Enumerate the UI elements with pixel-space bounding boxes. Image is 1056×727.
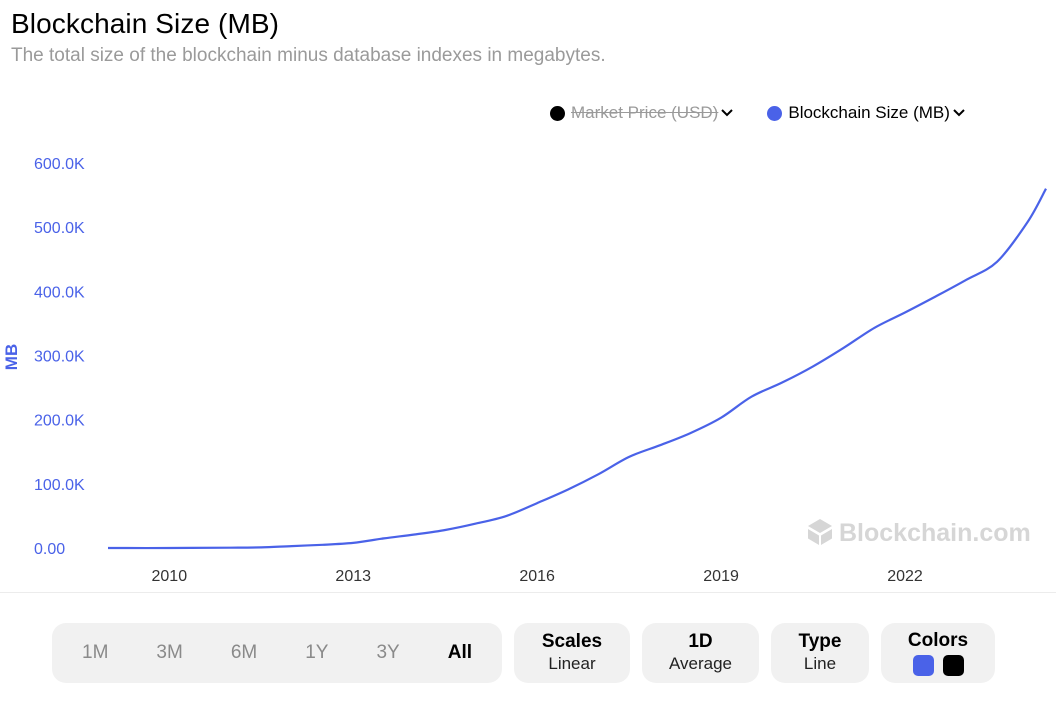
- y-axis-label: MB: [2, 344, 21, 370]
- color-swatches: [912, 655, 964, 676]
- chart-controls: 1M 3M 6M 1Y 3Y All Scales Linear 1D Average T…: [52, 623, 995, 683]
- x-tick-label: 2019: [703, 568, 739, 585]
- chevron-down-icon[interactable]: [951, 105, 967, 121]
- legend-label: Market Price (USD): [571, 103, 719, 122]
- type-button[interactable]: Type Line: [771, 623, 869, 683]
- series-line-blockchain-size[interactable]: [107, 188, 1047, 550]
- average-value: Average: [668, 654, 732, 673]
- legend-label: Blockchain Size (MB): [788, 103, 950, 122]
- y-axis: 0.00 100.0K 200.0K 300.0K 400.0K 500.0K 600.0K: [34, 156, 85, 558]
- x-tick-label: 2016: [519, 568, 555, 585]
- average-title: 1D: [688, 631, 713, 652]
- chart-subtitle: The total size of the blockchain minus d…: [11, 45, 606, 66]
- y-tick-label: 100.0K: [34, 477, 85, 494]
- range-1m-button[interactable]: 1M: [82, 642, 109, 663]
- y-tick-label: 300.0K: [34, 349, 85, 366]
- chart-area: 0.00 100.0K 200.0K 300.0K 400.0K 500.0K 600.0K…: [2, 156, 1047, 585]
- legend-item-blockchain-size[interactable]: Blockchain Size (MB): [767, 103, 967, 123]
- watermark-text: Blockchain.com: [839, 519, 1031, 547]
- series-group: [107, 188, 1047, 550]
- color-swatch-secondary[interactable]: [942, 655, 964, 676]
- scales-title: Scales: [541, 631, 603, 652]
- type-value: Line: [803, 654, 837, 673]
- range-all-button[interactable]: All: [447, 642, 472, 663]
- scales-button[interactable]: Scales Linear: [514, 623, 630, 683]
- x-tick-label: 2013: [335, 568, 371, 585]
- legend: Market Price (USD) Blockchain Size (MB): [550, 103, 967, 123]
- scales-value: Linear: [548, 654, 596, 673]
- legend-dot-icon: [767, 105, 783, 121]
- y-tick-label: 400.0K: [34, 284, 85, 301]
- watermark: Blockchain.com: [808, 519, 1031, 547]
- colors-button[interactable]: Colors: [881, 623, 995, 683]
- y-tick-label: 600.0K: [34, 156, 85, 173]
- average-button[interactable]: 1D Average: [642, 623, 759, 683]
- legend-dot-icon: [550, 105, 565, 121]
- x-tick-label: 2010: [152, 568, 188, 585]
- x-axis: 2010 2013 2016 2019 2022: [152, 568, 923, 585]
- y-tick-label: 200.0K: [34, 413, 85, 430]
- range-1y-button[interactable]: 1Y: [305, 642, 329, 663]
- color-swatch-primary[interactable]: [912, 655, 934, 676]
- range-3m-button[interactable]: 3M: [156, 642, 183, 663]
- legend-item-market-price[interactable]: Market Price (USD): [550, 103, 735, 123]
- x-tick-label: 2022: [887, 568, 923, 585]
- colors-title: Colors: [907, 630, 969, 651]
- y-tick-label: 0.00: [34, 541, 65, 558]
- chart-title: Blockchain Size (MB): [11, 8, 280, 39]
- range-3y-button[interactable]: 3Y: [376, 642, 400, 663]
- blockchain-logo-icon: [808, 519, 832, 545]
- divider: [0, 592, 1056, 593]
- type-title: Type: [798, 631, 842, 652]
- range-6m-button[interactable]: 6M: [230, 642, 258, 663]
- y-tick-label: 500.0K: [34, 220, 85, 237]
- range-selector: 1M 3M 6M 1Y 3Y All: [52, 623, 502, 683]
- chevron-down-icon[interactable]: [719, 105, 735, 121]
